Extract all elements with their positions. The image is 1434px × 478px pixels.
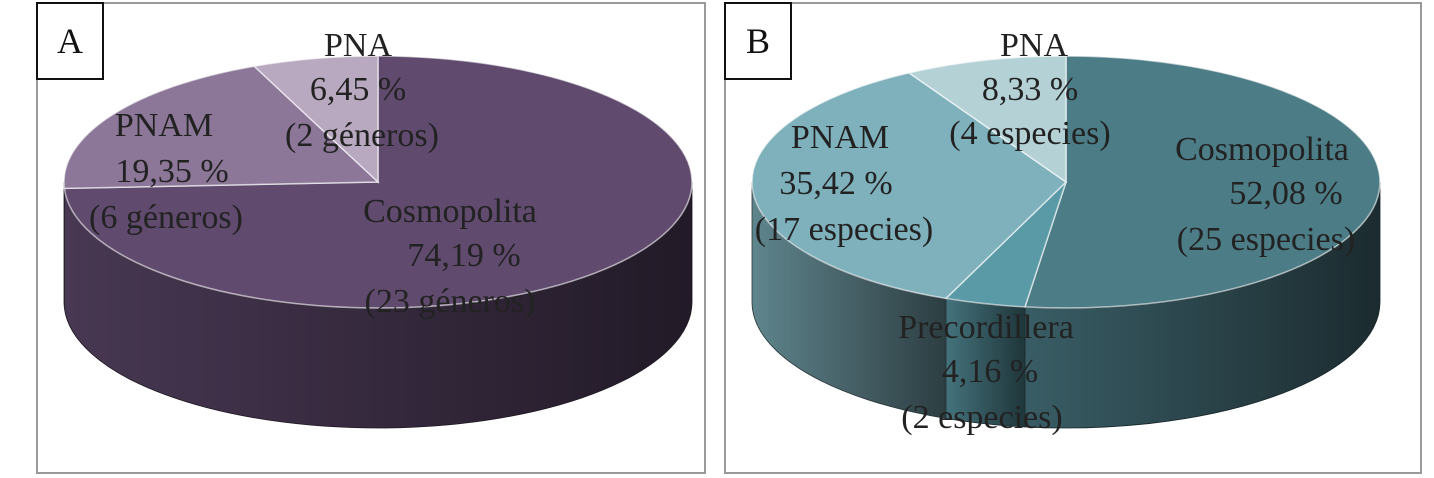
slice-label-pna: PNA 6,45 % (2 géneros) <box>285 27 439 154</box>
label-percent-label-pna: 8,33 % <box>982 71 1078 108</box>
slice-label-cosmopolita: Cosmopolita 74,19 % (23 géneros) <box>363 193 537 320</box>
pie-chart-a: Cosmopolita 74,19 % (23 géneros) PNAM 19,35 … <box>63 27 693 429</box>
pie-slice-cosmopolita <box>1023 55 1381 309</box>
label-name-pna: PNA <box>324 27 392 64</box>
label-name-pnam: PNAM <box>115 107 213 144</box>
slice-label-precordillera: Precordillera 4,16 % (2 especies) <box>898 309 1074 436</box>
pie-chart-panel-a: A Cosmopolita 74,19 % (23 géneros) PNAM 19,3… <box>36 2 706 474</box>
label-name-cosmopolita: Cosmopolita <box>363 193 537 230</box>
label-count-label-cosmopolita: (23 géneros) <box>365 283 536 320</box>
pie-slice-pnam <box>63 65 380 190</box>
pie-slice-pna <box>252 55 379 184</box>
label-name-pna: PNA <box>1000 27 1068 64</box>
slice-label-pna: PNA 8,33 % (4 especies) <box>949 27 1110 152</box>
label-percent-label-pnam: 35,42 % <box>779 165 892 202</box>
label-percent-label-pna: 6,45 % <box>310 71 406 108</box>
label-percent-label-cosmopolita: 74,19 % <box>407 237 520 274</box>
label-count-label-pnam: (17 especies) <box>755 211 933 248</box>
label-name-precordillera: Precordillera <box>898 309 1074 346</box>
panel-label-a: A <box>36 2 104 80</box>
label-count-label-pnam: (6 géneros) <box>89 199 243 236</box>
label-percent-label-cosmopolita: 52,08 % <box>1229 175 1342 212</box>
slice-label-pnam: PNAM 19,35 % (6 géneros) <box>89 107 243 236</box>
pie-slice-pna <box>907 55 1067 184</box>
label-percent-label-precordillera: 4,16 % <box>942 353 1038 390</box>
label-count-label-precordillera: (2 especies) <box>901 399 1062 436</box>
slice-label-pnam: PNAM 35,42 % (17 especies) <box>755 119 933 248</box>
label-name-pnam: PNAM <box>791 119 889 156</box>
label-count-label-cosmopolita: (25 especies) <box>1177 221 1355 258</box>
label-count-label-pna: (4 especies) <box>949 115 1110 152</box>
panel-label-b: B <box>724 2 792 80</box>
pie-slice-pnam <box>751 72 1068 300</box>
label-name-cosmopolita: Cosmopolita <box>1175 131 1349 168</box>
pie-chart-panel-b: B Cosmopolita 52,08 % (25 especies) Precord… <box>724 2 1422 474</box>
pie-chart-b: Cosmopolita 52,08 % (25 especies) Precordil… <box>751 27 1381 436</box>
slice-label-cosmopolita: Cosmopolita 52,08 % (25 especies) <box>1175 131 1355 258</box>
label-percent-label-pnam: 19,35 % <box>115 153 228 190</box>
label-count-label-pna: (2 géneros) <box>285 117 439 154</box>
